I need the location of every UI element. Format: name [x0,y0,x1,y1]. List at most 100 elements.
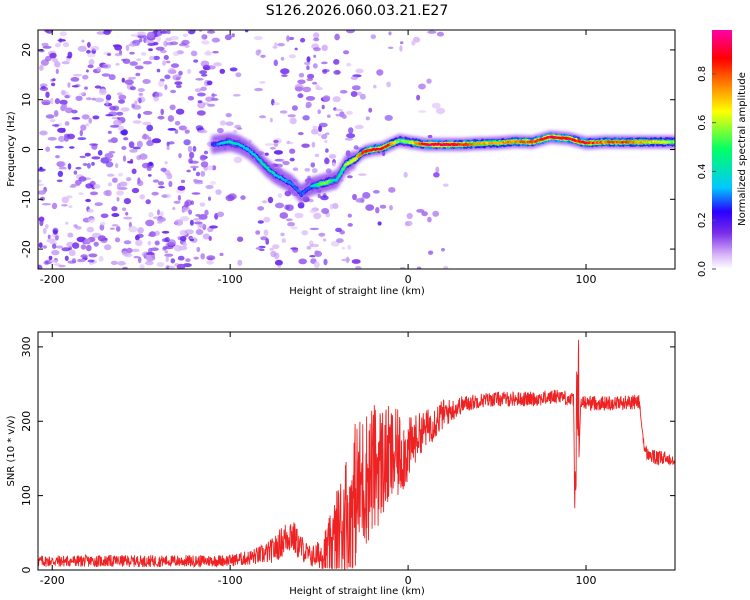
noise-blob [193,218,201,221]
noise-blob [334,33,340,41]
noise-blob [134,100,138,105]
spectrogram-x-axis: -200 -100 0 100 [40,30,597,286]
noise-blob [348,127,354,134]
noise-blob [298,72,305,78]
noise-blob [426,78,432,84]
noise-blob [120,107,130,112]
noise-blob [279,110,288,114]
noise-blob [67,232,74,238]
noise-blob [281,74,288,77]
noise-blob [64,95,70,99]
noise-blob [137,256,142,264]
y-tick-label: 200 [20,411,33,432]
noise-blob [387,46,394,49]
spectrogram-y-label: Frequency (Hz) [6,111,17,187]
noise-blob [211,92,215,99]
x-tick-label: 100 [576,273,597,286]
noise-blob [328,154,337,159]
noise-blob [427,30,437,34]
noise-blob [49,119,56,123]
noise-blob [190,50,198,57]
noise-blob [188,209,193,215]
y-tick-label: -10 [20,190,33,208]
noise-blob [198,129,208,134]
noise-blob [90,191,98,196]
noise-blob [176,263,186,269]
noise-blob [358,173,367,176]
noise-blob [105,99,109,106]
noise-blob [82,74,89,80]
noise-blob [418,83,426,90]
noise-blob [116,111,124,116]
noise-blob [333,70,341,75]
noise-blob [200,253,205,260]
noise-blob [273,150,283,155]
noise-blob [151,191,159,196]
noise-blob [174,129,179,134]
noise-blob [154,240,160,246]
noise-blob [170,63,180,68]
noise-blob [441,247,445,252]
noise-blob [219,68,226,74]
noise-blob [139,194,146,200]
noise-blob [52,78,56,82]
noise-blob [313,47,321,52]
noise-blob [150,247,159,251]
noise-blob [59,31,67,37]
noise-blob [211,37,220,43]
noise-blob [66,195,73,199]
noise-blob [64,135,69,142]
noise-blob [294,86,304,92]
noise-blob [65,58,71,62]
noise-blob [421,211,428,217]
noise-blob [220,120,226,126]
noise-blob [443,265,449,269]
noise-blob [151,138,162,144]
noise-blob [257,49,262,53]
snr-y-label: SNR (10 * v/v) [6,415,17,486]
noise-blob [204,209,209,216]
noise-blob [164,236,170,243]
noise-blob [148,48,153,52]
noise-blob [146,255,153,262]
noise-blob [255,230,261,235]
noise-blob [267,196,274,204]
noise-blob [112,177,118,183]
noise-blob [245,30,249,33]
noise-blob [206,80,213,86]
noise-blob [388,187,396,193]
noise-blob [196,246,201,253]
noise-blob [103,190,110,196]
noise-blob [306,56,311,63]
noise-blob [345,110,353,115]
noise-blob [311,141,316,148]
noise-blob [187,145,193,153]
noise-blob [178,153,182,159]
noise-blob [346,62,352,67]
noise-blob [192,145,197,152]
noise-blob [55,235,59,241]
noise-blob [234,124,242,129]
noise-blob [339,230,346,235]
noise-blob [91,161,95,166]
noise-blob [163,40,168,47]
noise-blob [67,163,72,170]
x-tick-label: -100 [218,574,243,587]
noise-blob [197,92,206,97]
noise-blob [78,176,87,182]
noise-blob [61,196,69,204]
noise-blob [355,265,362,269]
noise-blob [204,150,208,155]
noise-blob [141,162,151,169]
noise-blob [292,247,299,253]
noise-blob [384,114,393,121]
noise-blob [41,42,49,47]
colorbar-tick-label: 0.6 [697,115,708,131]
colorbar-tick-label: 0.8 [697,66,708,82]
noise-blob [314,250,323,257]
y-tick-label: 100 [20,485,33,506]
noise-blob [302,115,310,121]
noise-blob [194,88,202,93]
noise-blob [177,255,185,261]
noise-blob [124,79,134,85]
